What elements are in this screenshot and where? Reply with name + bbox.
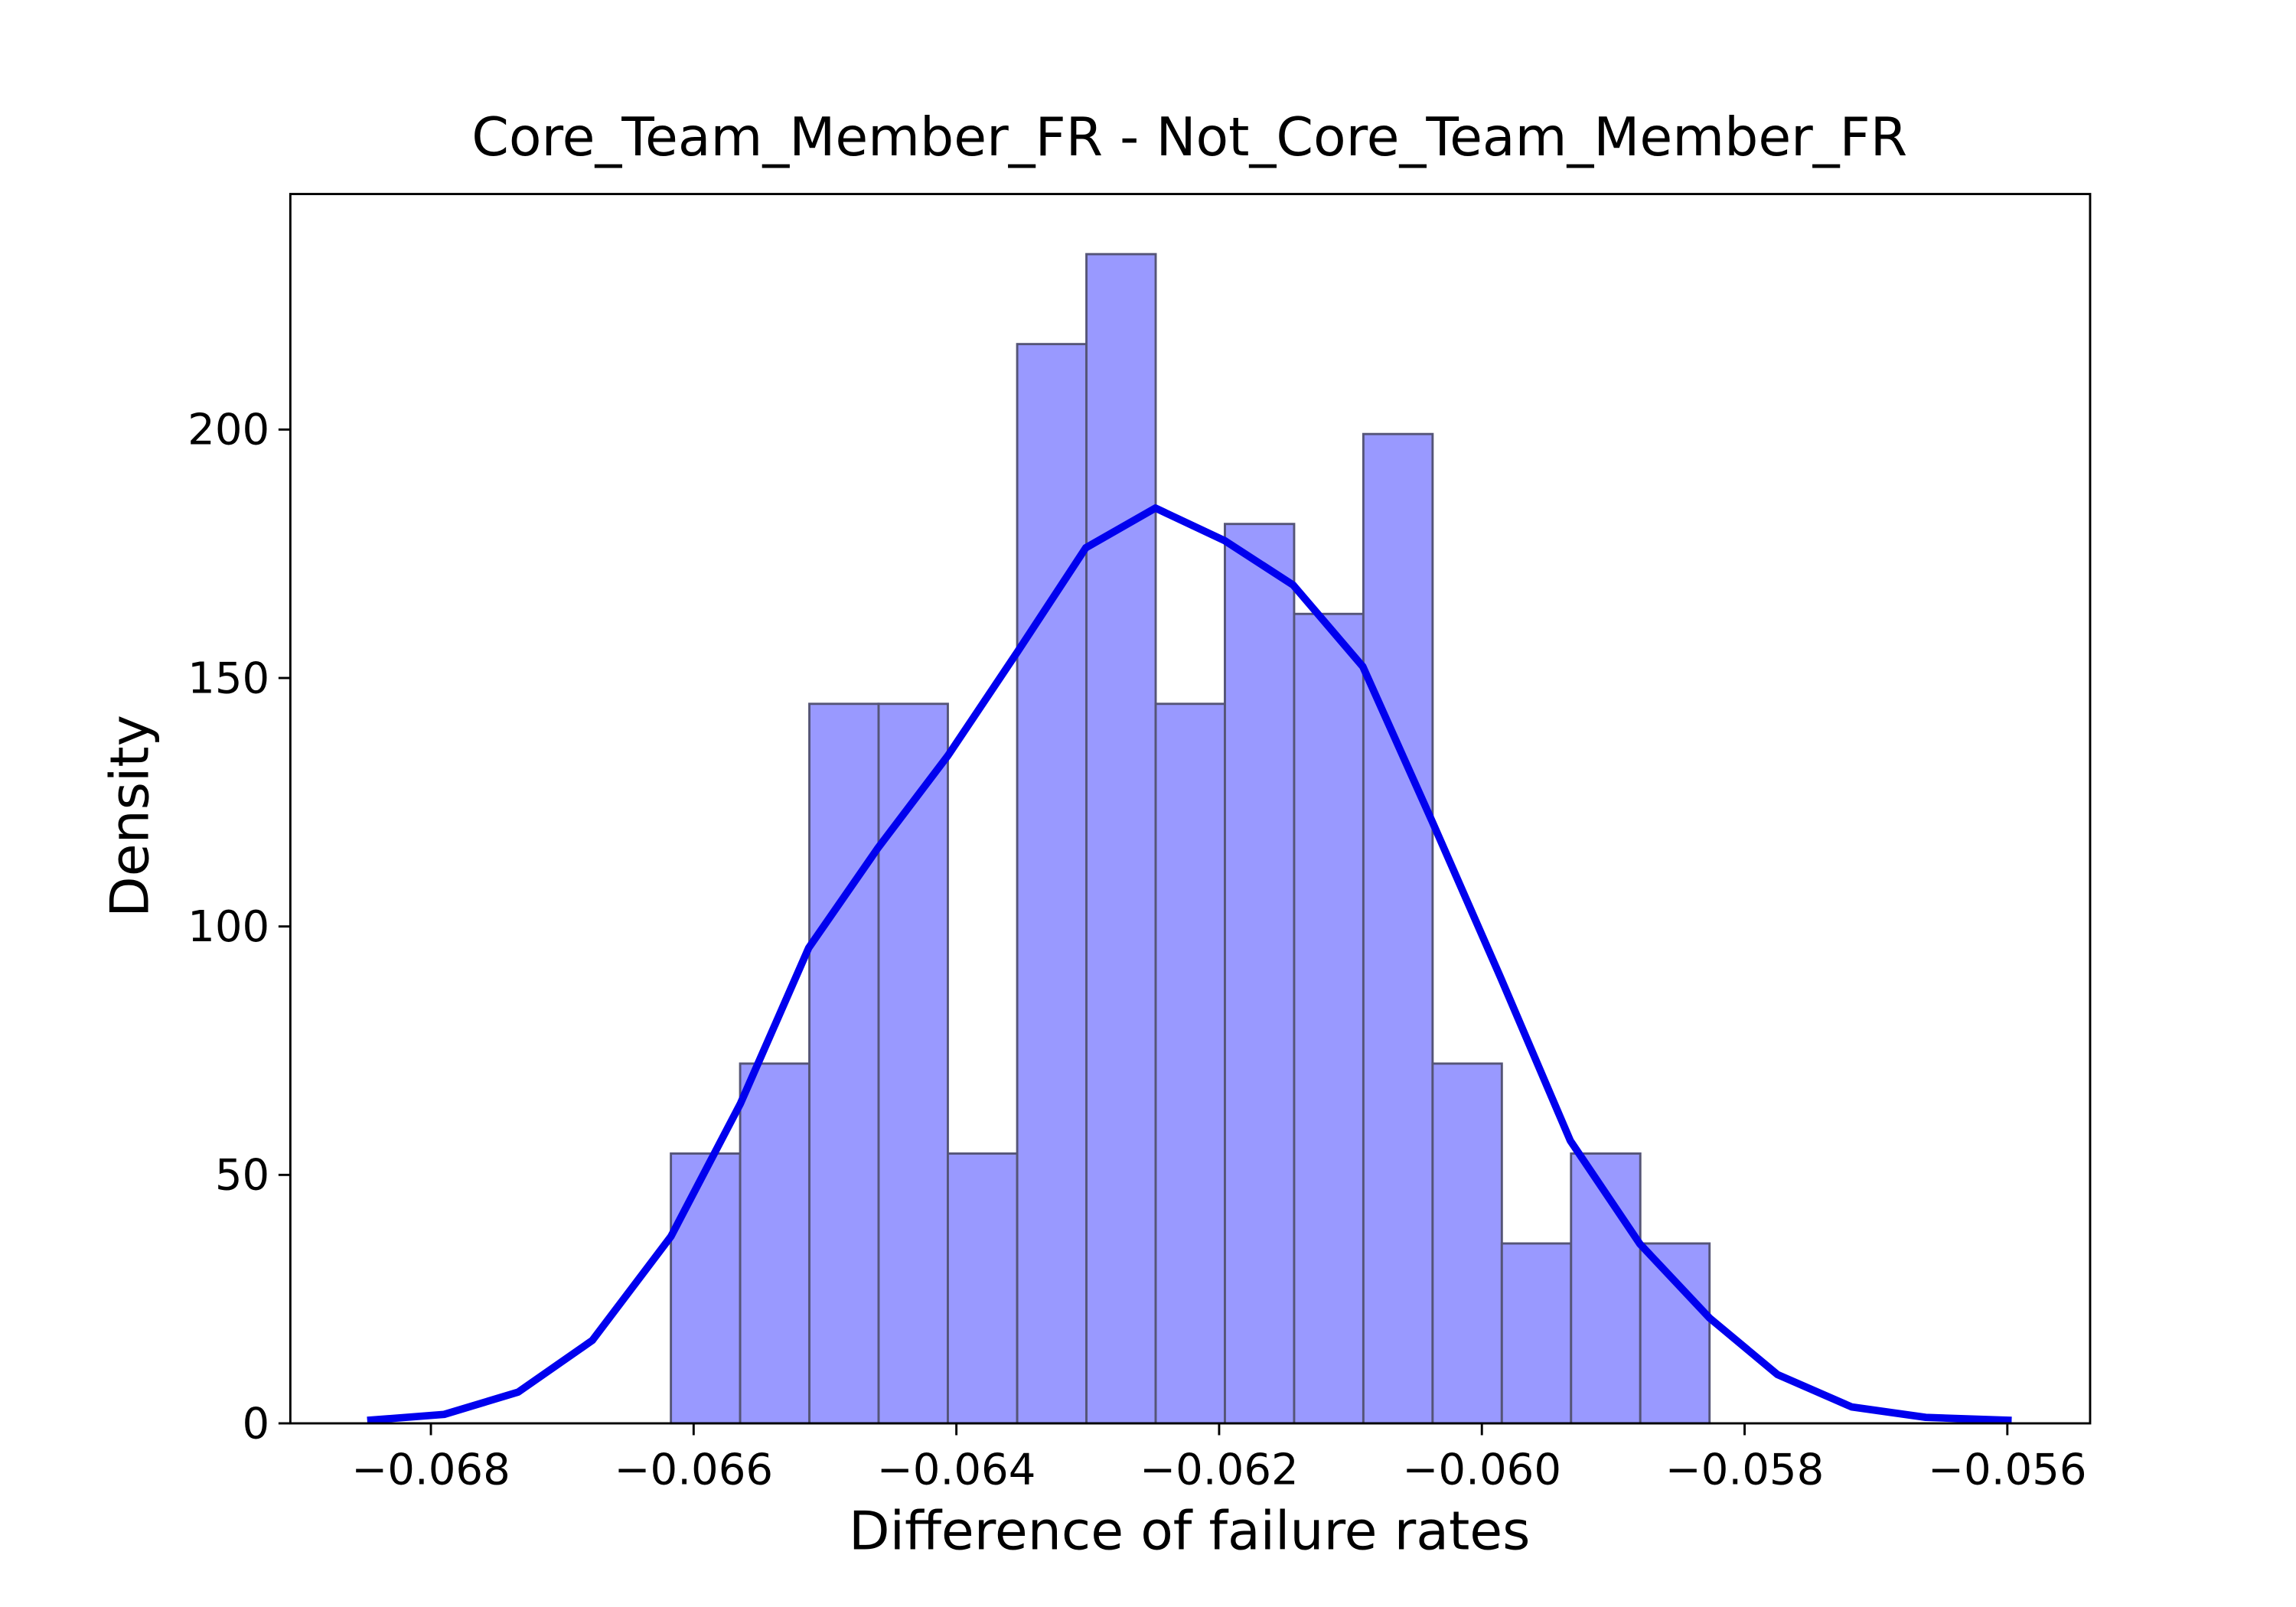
x-tick-label: −0.060 [1402, 1445, 1561, 1495]
y-tick-label: 50 [215, 1151, 269, 1201]
x-tick-label: −0.056 [1928, 1445, 2087, 1495]
histogram-bar [1500, 1242, 1573, 1425]
x-tick-label: −0.068 [351, 1445, 510, 1495]
y-tick-label: 200 [188, 406, 269, 455]
histogram-bar [947, 1152, 1019, 1425]
x-tick-label: −0.064 [877, 1445, 1036, 1495]
y-tick-label: 0 [243, 1399, 270, 1449]
x-tick-label: −0.066 [614, 1445, 773, 1495]
x-tick-label: −0.058 [1665, 1445, 1825, 1495]
x-axis-label: Difference of failure rates [849, 1501, 1530, 1563]
plot-frame [289, 193, 2092, 1425]
y-tick-label: 100 [188, 902, 269, 952]
histogram-bar [1224, 523, 1296, 1425]
histogram-bar [1293, 612, 1365, 1425]
histogram-bar [1431, 1062, 1503, 1425]
kde-line [367, 504, 2012, 1424]
y-axis-label: Density [99, 715, 161, 918]
histogram-bar [1085, 253, 1157, 1425]
histogram-bar [877, 702, 949, 1425]
histogram-bar [1016, 343, 1088, 1425]
histogram-bar [670, 1152, 742, 1425]
histogram-bar [1154, 702, 1226, 1425]
histogram-bar [808, 702, 880, 1425]
y-tick-label: 150 [188, 654, 269, 703]
histogram-bar [739, 1062, 810, 1425]
x-tick-label: −0.062 [1140, 1445, 1299, 1495]
histogram-bar [1362, 432, 1434, 1425]
histogram-bar [1639, 1242, 1711, 1425]
chart-title: Core_Team_Member_FR - Not_Core_Team_Memb… [471, 106, 1907, 168]
